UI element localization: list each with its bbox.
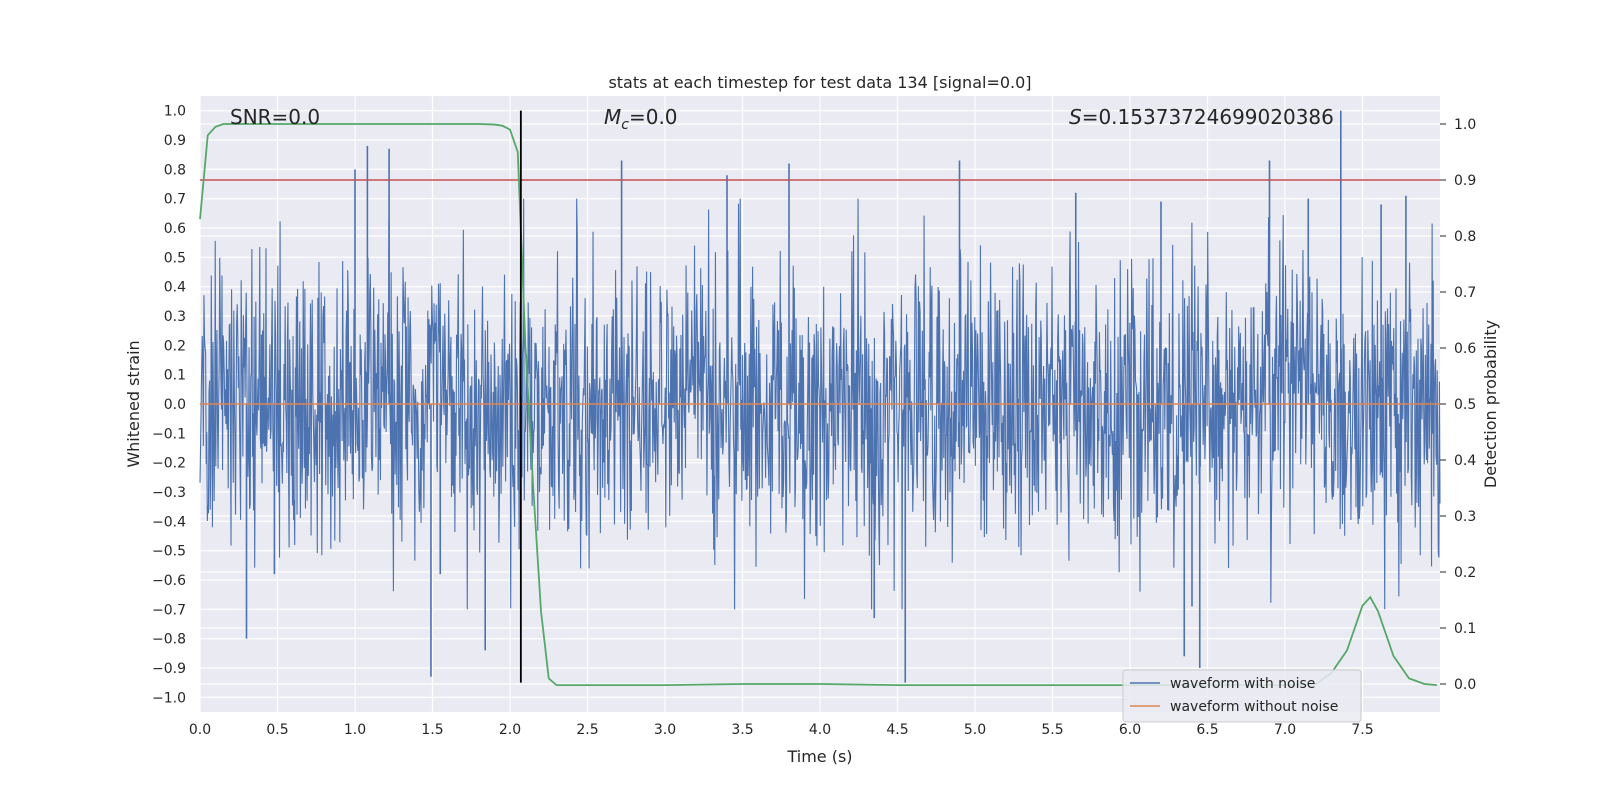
y-tick-label: 0.6 (164, 221, 186, 237)
legend-box (1122, 669, 1362, 723)
y-tick-label: 0.0 (164, 397, 186, 413)
detection-probability-line (199, 123, 1437, 687)
y2-tick-label: 1.0 (1454, 117, 1476, 133)
y-tick-label: −0.9 (152, 661, 186, 677)
y-tick-label: −0.2 (152, 456, 186, 472)
x-tick-label: 2.5 (576, 722, 598, 738)
y-tick-label: −1.0 (152, 690, 186, 706)
x-tick-label: 5.5 (1041, 722, 1063, 738)
noise-waveform (199, 110, 1441, 683)
y2-tick-label: 0.2 (1454, 565, 1476, 581)
y-tick-label: −0.1 (152, 426, 186, 442)
y-tick-label: 0.7 (164, 192, 186, 208)
tick-labels: 0.0 0.5 1.0 1.5 2.0 2.5 3.0 3.5 4.0 4.5 5.0 5.5 6.0 6… (152, 104, 1476, 738)
x-tick-label: 0.5 (266, 722, 288, 738)
y-tick-label: −0.8 (152, 632, 186, 648)
x-tick-label: 7.0 (1274, 722, 1296, 738)
y-axis-label: Whitened strain (124, 340, 143, 467)
legend-label-clean: waveform without noise (1170, 699, 1338, 715)
chirp-mass-value: =0.0 (629, 105, 678, 129)
y-tick-label: −0.5 (152, 544, 186, 560)
x-tick-label: 6.0 (1119, 722, 1141, 738)
y-tick-label: 0.4 (164, 280, 186, 296)
x-tick-label: 5.0 (964, 722, 986, 738)
noise-waveform-line (199, 198, 1441, 610)
legend: waveform with noise waveform without noi… (1122, 669, 1362, 723)
x-tick-label: 3.0 (654, 722, 676, 738)
y-tick-label: 0.3 (164, 309, 186, 325)
y-tick-label: 0.5 (164, 250, 186, 266)
y2-axis-label: Detection probability (1481, 320, 1500, 488)
y-tick-label: 1.0 (164, 104, 186, 120)
x-tick-label: 0.0 (189, 722, 211, 738)
y-tick-label: −0.7 (152, 602, 186, 618)
chirp-mass-annotation: Mc=0.0 (604, 105, 678, 133)
x-tick-label: 4.0 (809, 722, 831, 738)
y-tick-label: 0.1 (164, 368, 186, 384)
series-lines (199, 110, 1440, 687)
legend-label-noise: waveform with noise (1170, 676, 1315, 692)
x-tick-label: 2.0 (499, 722, 521, 738)
s-symbol: S (1069, 105, 1082, 129)
y2-tick-label: 0.0 (1454, 677, 1476, 693)
y2-tick-label: 0.8 (1454, 229, 1476, 245)
y2-tick-label: 0.6 (1454, 341, 1476, 357)
x-tick-label: 1.0 (344, 722, 366, 738)
x-tick-label: 4.5 (886, 722, 908, 738)
x-tick-label: 1.5 (421, 722, 443, 738)
y-tick-label: −0.3 (152, 485, 186, 501)
chart-title: stats at each timestep for test data 134… (608, 73, 1031, 92)
y2-tick-label: 0.4 (1454, 453, 1476, 469)
y-tick-label: −0.4 (152, 514, 186, 530)
chirp-mass-symbol: M (604, 105, 621, 129)
x-axis-label: Time (s) (786, 747, 852, 766)
y2-tick-label: 0.5 (1454, 397, 1476, 413)
y2-tick-label: 0.1 (1454, 621, 1476, 637)
x-tick-label: 7.5 (1351, 722, 1373, 738)
y-tick-label: 0.9 (164, 133, 186, 149)
chirp-mass-subscript: c (621, 117, 629, 133)
s-annotation: S=0.15373724699020386 (1069, 105, 1334, 129)
y-tick-label: 0.8 (164, 162, 186, 178)
snr-annotation: SNR=0.0 (230, 105, 320, 129)
x-tick-label: 3.5 (731, 722, 753, 738)
y2-tick-label: 0.9 (1454, 173, 1476, 189)
y2-tick-label: 0.7 (1454, 285, 1476, 301)
y-tick-label: 0.2 (164, 338, 186, 354)
y-tick-label: −0.6 (152, 573, 186, 589)
x-tick-label: 6.5 (1196, 722, 1218, 738)
y2-tick-label: 0.3 (1454, 509, 1476, 525)
s-value: =0.15373724699020386 (1082, 105, 1334, 129)
